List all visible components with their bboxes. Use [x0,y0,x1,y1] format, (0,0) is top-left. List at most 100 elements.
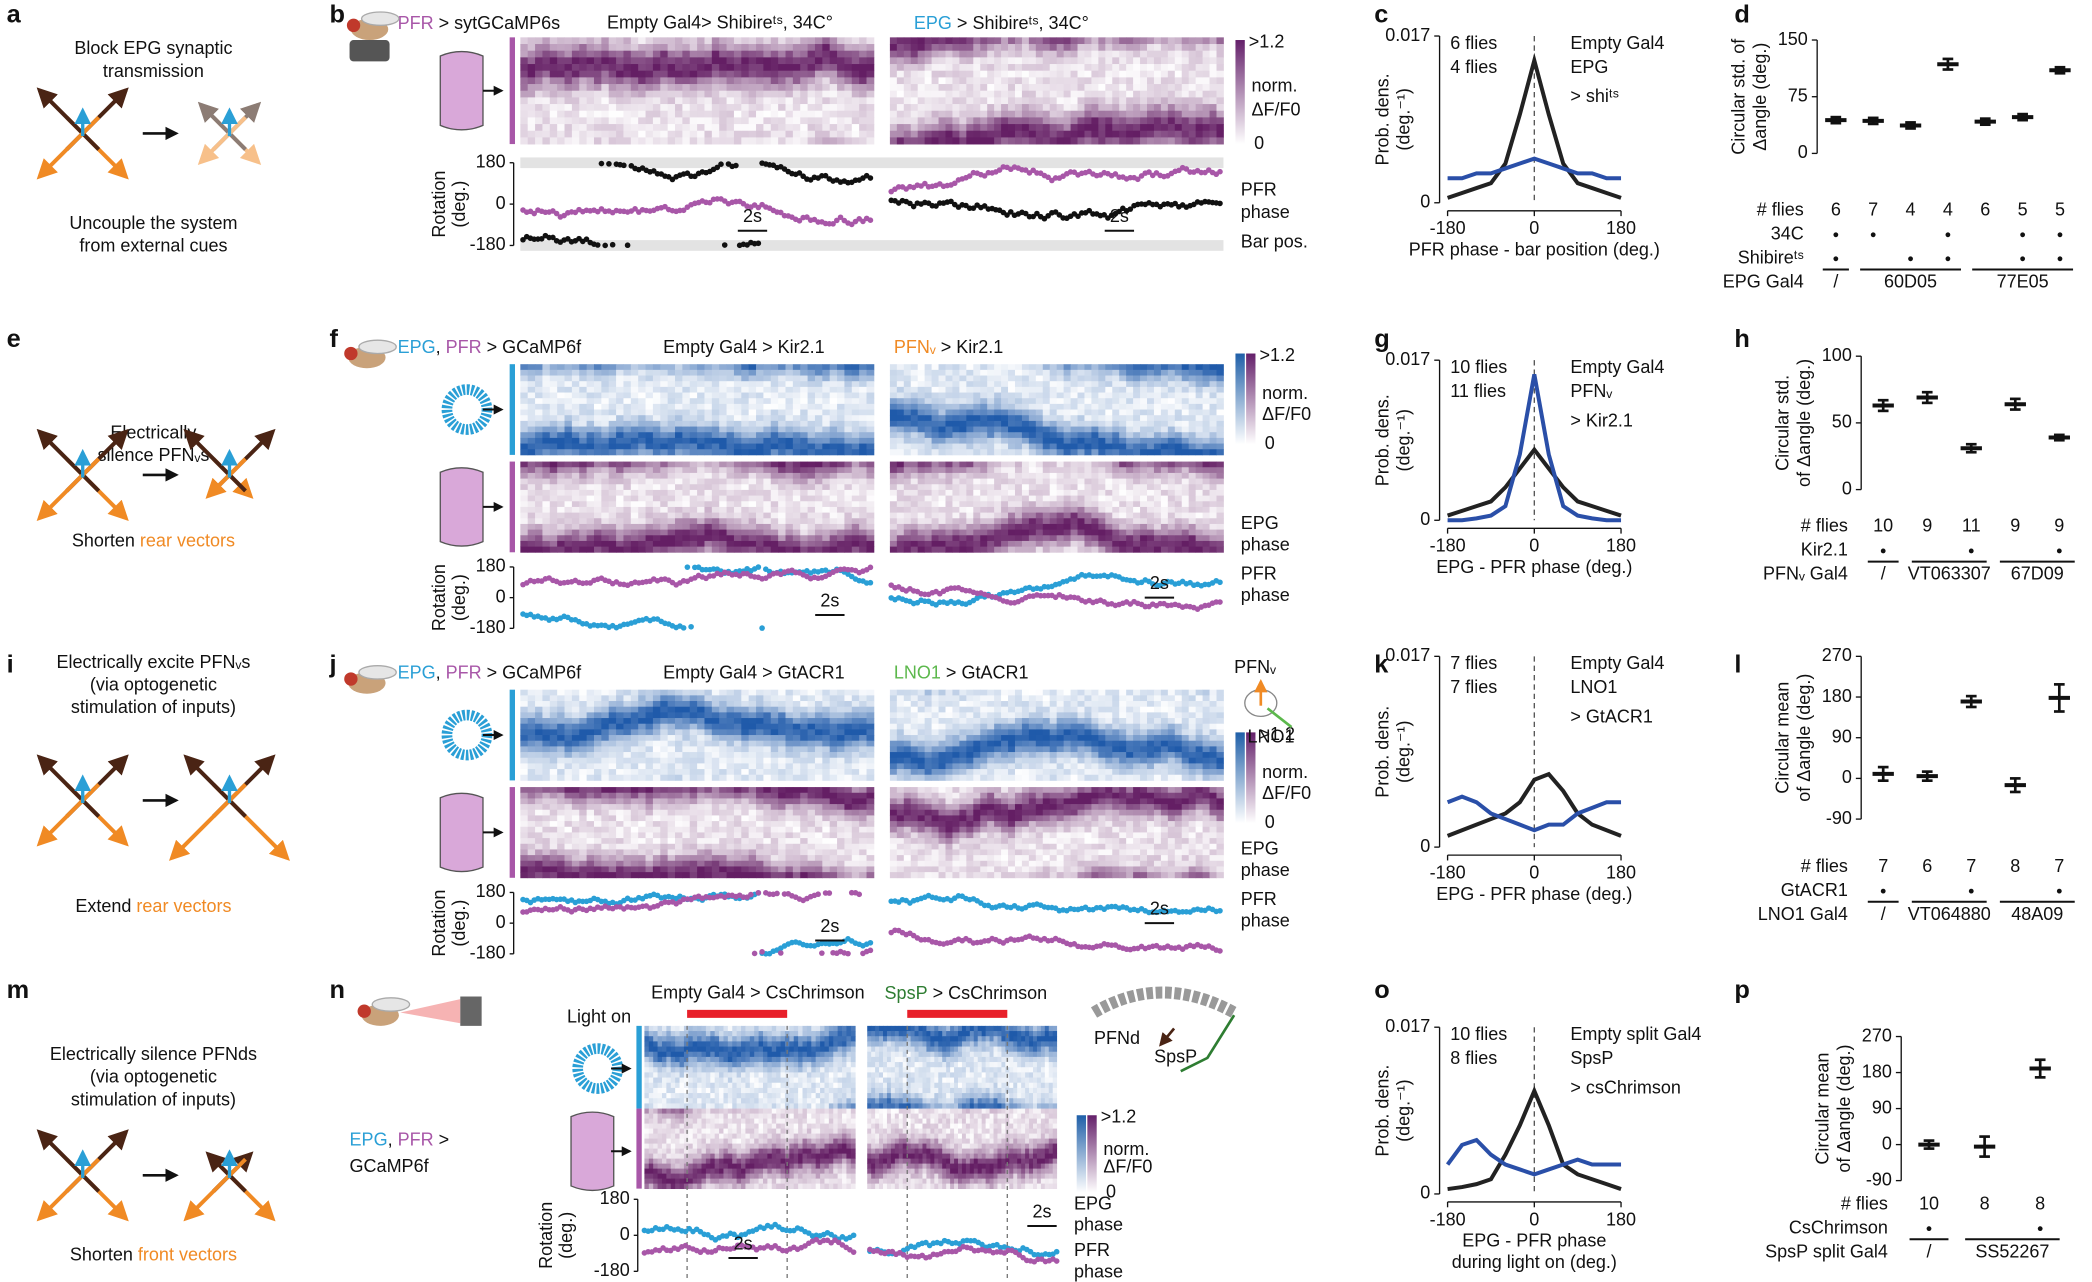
heatmap-cell [579,375,588,382]
heatmap-cell [704,375,713,382]
heatmap-cell [1167,130,1176,138]
heatmap-cell [1084,381,1092,388]
heatmap-cell [1160,409,1169,416]
heatmap-cell [571,403,580,410]
heatmap-cell [697,84,705,92]
heatmap-cell [667,540,676,548]
heatmap-cell [660,467,669,474]
heatmap-cell [1188,420,1197,427]
heatmap-cell [549,484,558,491]
heatmap-cell [660,472,669,479]
heatmap-cell [973,540,981,548]
heatmap-cell [756,90,764,98]
heatmap-cell [579,546,588,553]
heatmap-cell [711,484,720,491]
heatmap-cell [1049,506,1058,514]
heatmap-cell [1119,37,1127,45]
heatmap-cell [1001,392,1009,399]
heatmap-cell [851,130,860,138]
heatmap-cell [1195,392,1204,399]
heatmap-cell [1056,420,1065,427]
heatmap-cell [689,535,698,542]
heatmap-cell [896,501,905,508]
heatmap-cell [667,70,676,78]
heatmap-cell [785,398,794,405]
heatmap-cell [866,386,875,393]
heatmap-cell [851,369,860,376]
heatmap-cell [889,443,898,450]
heatmap-cell [917,461,926,468]
heatmap-cell [1167,398,1176,405]
heatmap-cell [549,130,558,138]
heatmap-cell [945,110,953,118]
label: from external cues [79,236,227,256]
arrow [197,115,247,166]
heatmap-cell [608,386,617,393]
heatmap-cell [667,523,676,531]
heatmap-cell [652,420,661,427]
heatmap-cell [593,432,602,439]
heatmap-cell [837,506,845,514]
heatmap-cell [704,124,713,132]
heatmap-cell [800,375,808,382]
heatmap-cell [1140,84,1148,92]
heatmap-cell [630,484,639,491]
heatmap-cell [1014,110,1023,118]
heatmap-cell [1063,44,1071,52]
heatmap-cell [638,130,646,138]
heatmap-cell [1035,489,1044,496]
heatmap-cell [1070,386,1078,393]
heatmap-cell [924,484,932,491]
heatmap-cell [630,375,639,382]
heatmap-cell [1119,437,1127,444]
heatmap-cell [726,546,735,553]
heatmap-cell [748,64,757,72]
heatmap-cell [994,540,1002,548]
heatmap-cell [844,529,853,536]
heatmap-cell [549,415,558,422]
heatmap-cell [1119,44,1127,52]
heatmap-cell [601,70,610,78]
heatmap-cell [579,489,588,496]
heatmap-cell [608,44,617,52]
heatmap-cell [844,535,853,542]
heatmap-cell [959,478,967,485]
heatmap-cell [807,523,816,531]
heatmap-cell [1140,461,1148,468]
heatmap-cell [822,130,831,138]
heatmap-cell [829,375,838,382]
heatmap-cell [807,461,816,468]
heatmap-cell [564,523,573,531]
heatmap-cell [1008,124,1016,132]
heatmap-cell [711,437,720,444]
heatmap-cell [807,375,816,382]
heatmap-cell [1014,104,1023,112]
heatmap-cell [966,478,974,485]
heatmap-cell [697,518,705,525]
heatmap-cell [704,37,713,45]
heatmap-cell [1008,50,1016,58]
heatmap-cell [1042,97,1051,105]
heatmap-cell [1133,461,1141,468]
heatmap-cell [903,398,912,405]
heatmap-cell [910,540,919,548]
heatmap-cell [1028,392,1037,399]
heatmap-cell [697,64,705,72]
heatmap-cell [549,523,558,531]
heatmap-cell [778,495,786,502]
heatmap-cell [1216,124,1224,132]
heatmap-cell [689,117,698,125]
heatmap-cell [571,443,580,450]
heatmap-cell [917,398,926,405]
heatmap-cell [1091,518,1099,525]
heatmap-cell [1112,461,1120,468]
heatmap-cell [726,489,735,496]
heatmap-cell [601,472,610,479]
heatmap-cell [859,501,867,508]
heatmap-cell [1008,130,1016,138]
heatmap-cell [837,420,845,427]
heatmap-cell [1126,381,1134,388]
phase-dot [796,170,803,176]
heatmap-cell [851,57,860,65]
heatmap-cell [889,375,898,382]
